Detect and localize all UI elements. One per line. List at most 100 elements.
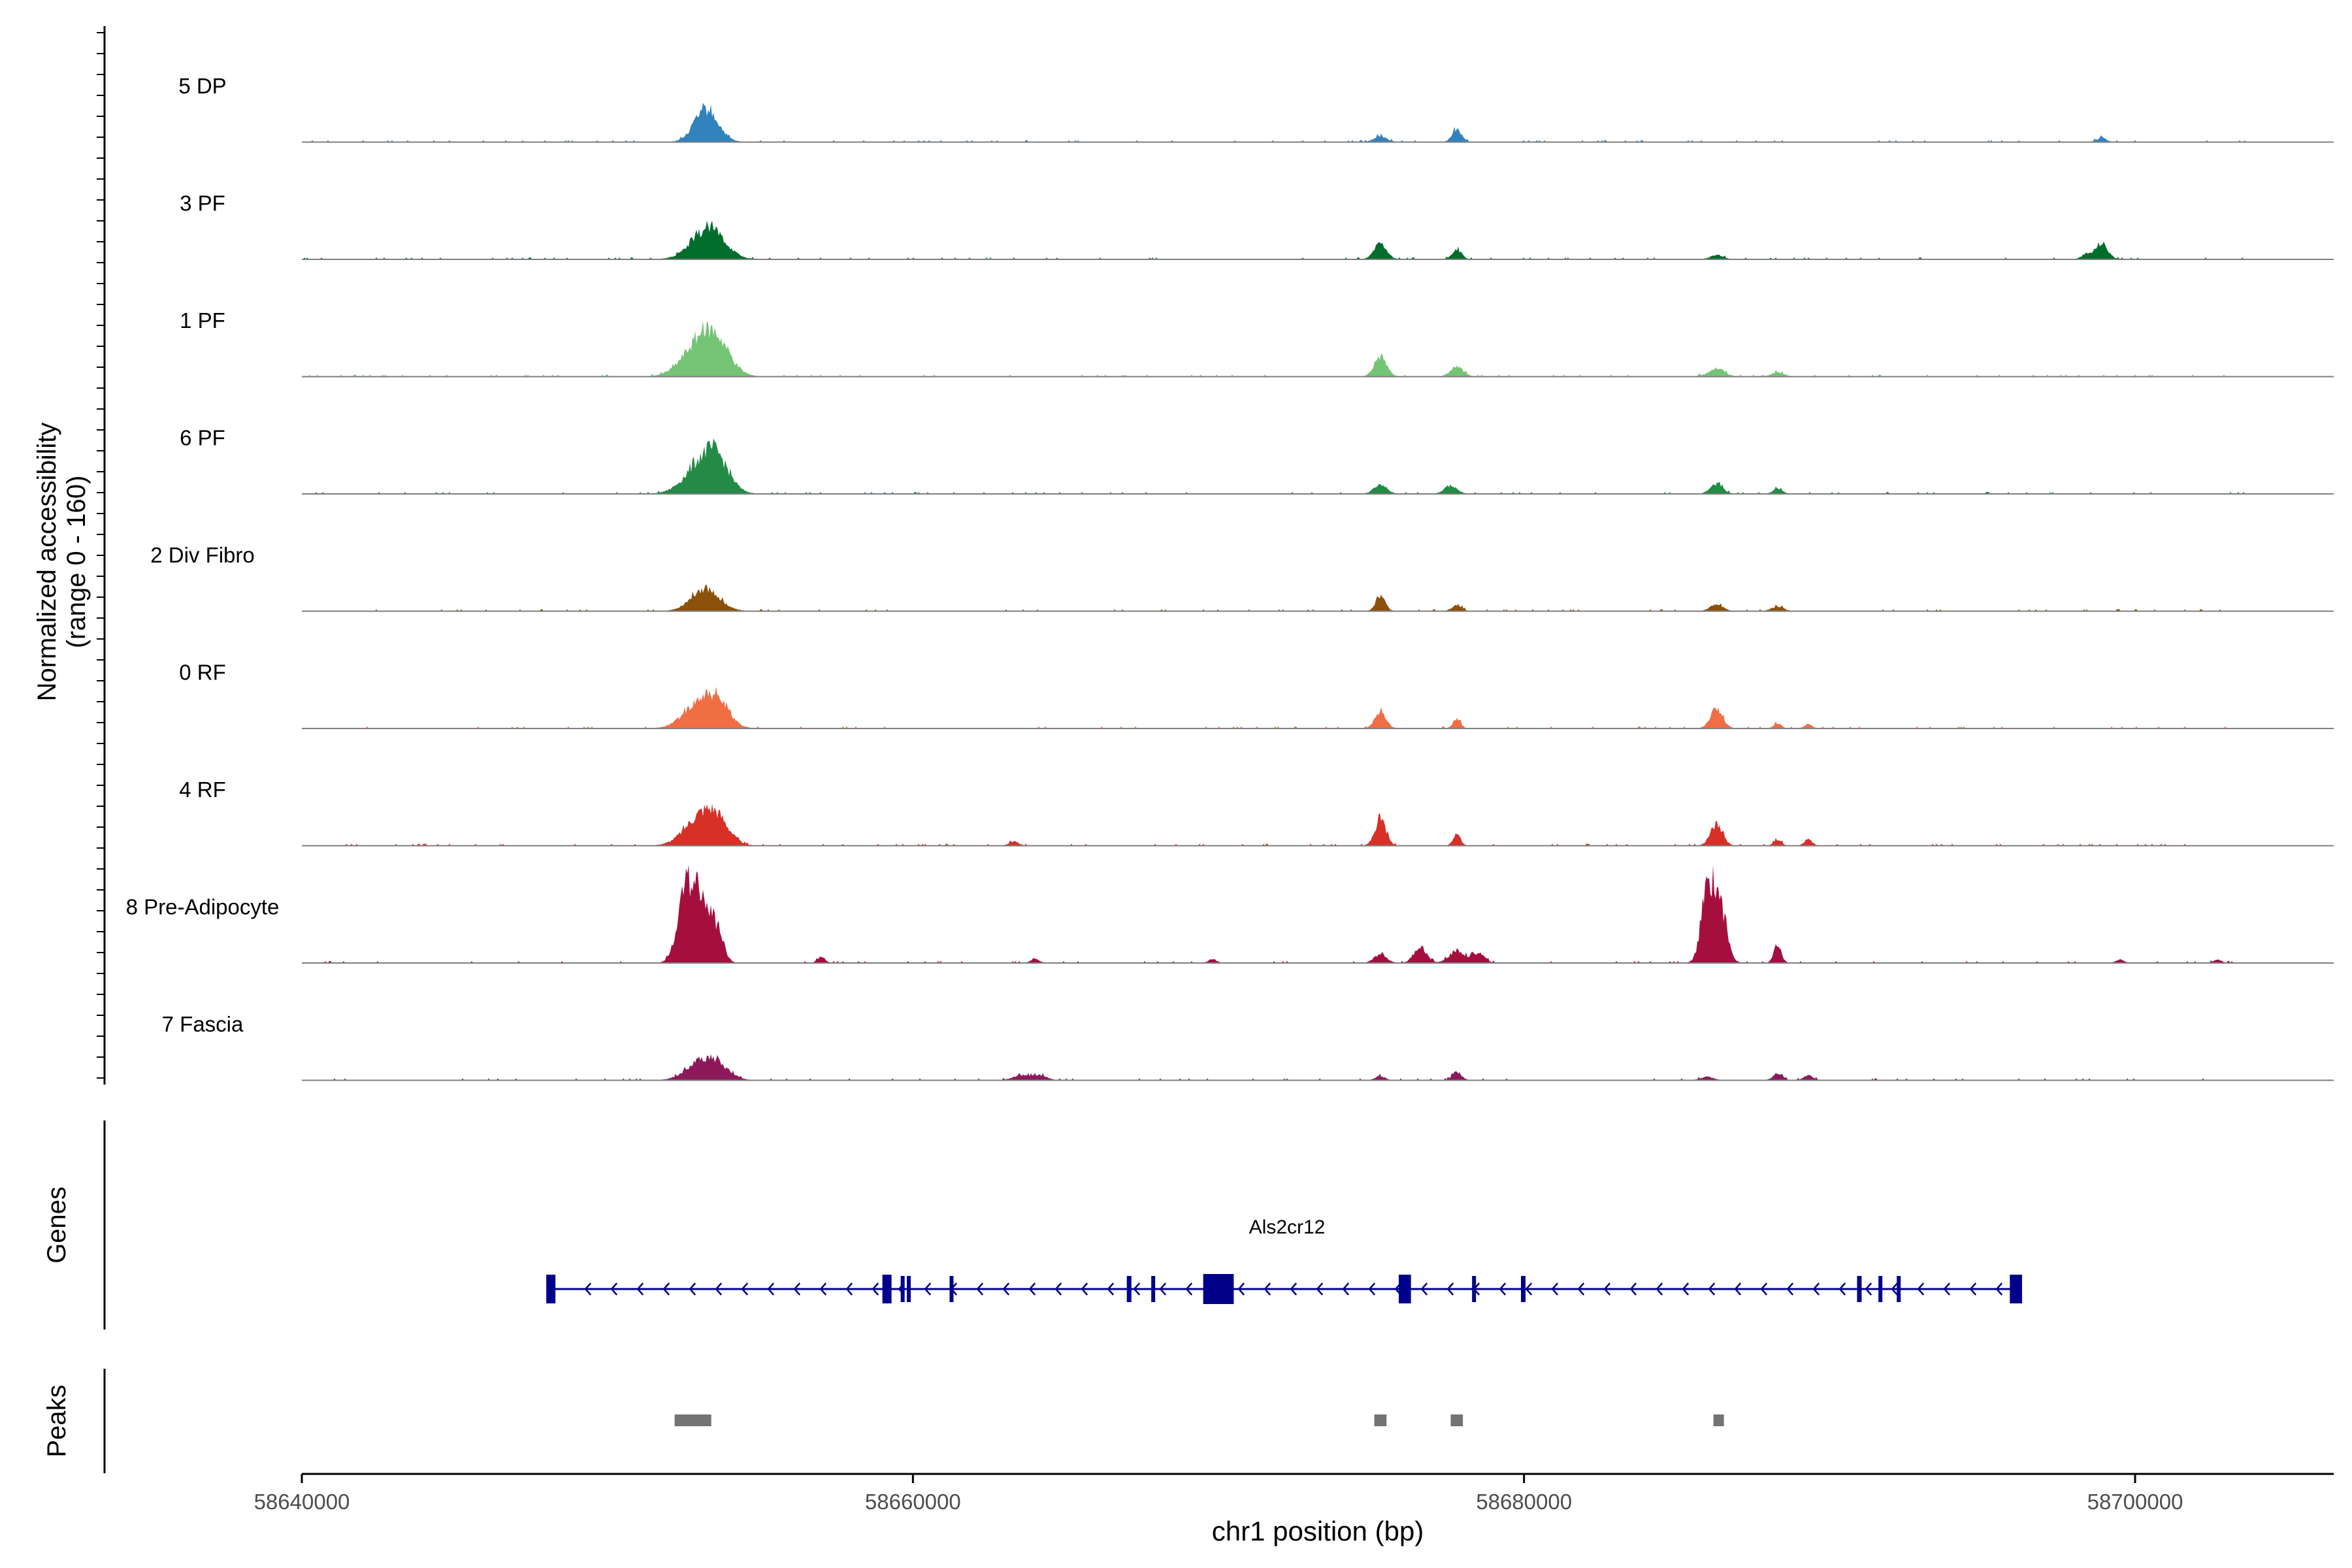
genes-panel: Genes Als2cr12 [42,1120,2022,1330]
gene-name-label: Als2cr12 [1249,1217,1326,1238]
coverage-track: 0 RF [179,661,2334,729]
coverage-track: 1 PF [180,308,2334,378]
strand-arrow [1002,1282,1010,1296]
track-label: 3 PF [180,191,225,216]
peak-region [1713,1414,1724,1426]
strand-arrow [924,1282,932,1296]
strand-arrow [1499,1282,1507,1296]
gene-exon [1151,1276,1156,1302]
gene-exon [2010,1275,2022,1303]
x-tick-label: 58680000 [1476,1490,1572,1514]
coverage-track: 3 PF [180,191,2334,260]
y-axis-label-line1: Normalized accessibility [33,423,61,702]
strand-arrow [976,1282,984,1296]
strand-arrow [1054,1282,1062,1296]
coverage-track: 6 PF [180,426,2334,495]
coverage-track: 2 Div Fibro [150,543,2334,612]
strand-arrow [1682,1282,1690,1296]
strand-arrow [1812,1282,1820,1296]
strand-arrow [1133,1282,1141,1296]
gene-exon [1878,1276,1883,1302]
strand-arrow [793,1282,801,1296]
track-label: 6 PF [180,426,225,450]
gene-exon [1857,1276,1862,1302]
gene-exon [1126,1276,1132,1302]
peak-region [1450,1414,1463,1426]
gene-exon [546,1275,556,1303]
track-label: 5 DP [178,74,226,98]
x-axis-label: chr1 position (bp) [1212,1516,1424,1546]
strand-arrow [1290,1282,1298,1296]
strand-arrow [1969,1282,1977,1296]
peaks-panel: Peaks [42,1369,1724,1473]
strand-arrow [1734,1282,1742,1296]
strand-arrow [1865,1282,1872,1296]
x-tick-label: 58640000 [254,1490,350,1514]
strand-arrow [1185,1282,1193,1296]
strand-arrow [662,1282,670,1296]
strand-arrow [1237,1282,1245,1296]
y-axis-label-line2: (range 0 - 160) [62,476,91,649]
coverage-track: 5 DP [178,74,2334,143]
track-label: 4 RF [179,777,226,802]
strand-arrow [741,1282,749,1296]
strand-arrow [1028,1282,1036,1296]
strand-arrow [1316,1282,1324,1296]
strand-arrow [1917,1282,1925,1296]
strand-arrow [1446,1282,1454,1296]
strand-arrow [1629,1282,1637,1296]
coverage-area [302,1054,2247,1081]
gene-exon [1398,1275,1411,1303]
track-label: 0 RF [179,661,226,685]
strand-arrow [872,1282,879,1296]
y-axis: Normalized accessibility (range 0 - 160) [33,26,106,1085]
strand-arrow [584,1282,592,1296]
gene-exon [882,1275,892,1303]
strand-arrow [1760,1282,1768,1296]
strand-arrow [715,1282,723,1296]
coverage-tracks: 5 DP 3 PF 1 PF 6 PF 2 Div Fibro 0 RF 4 RF 8 Pre… [126,74,2334,1081]
coverage-track: 7 Fascia [162,1012,2334,1081]
coverage-area [302,804,2247,846]
strand-arrow [767,1282,775,1296]
genes-label: Genes [42,1186,71,1264]
gene-exon [1203,1274,1234,1304]
strand-arrow [819,1282,827,1296]
gene-model [546,1274,2022,1304]
peak-region [674,1414,711,1426]
strand-arrow [636,1282,644,1296]
strand-arrow [1995,1282,2003,1296]
strand-arrow [1264,1282,1271,1296]
strand-arrow [1107,1282,1115,1296]
x-tick-label: 58700000 [2087,1490,2183,1514]
peaks-label: Peaks [42,1384,71,1457]
strand-arrow [1943,1282,1951,1296]
peak-region [1374,1414,1387,1426]
strand-arrow [1420,1282,1428,1296]
track-label: 2 Div Fibro [150,543,255,567]
x-tick-label: 58660000 [865,1490,961,1514]
strand-arrow [1368,1282,1376,1296]
gene-exon [949,1276,954,1302]
strand-arrow [1525,1282,1533,1296]
gene-exon [900,1276,905,1302]
strand-arrow [1551,1282,1559,1296]
strand-arrow [1577,1282,1585,1296]
coverage-area [302,865,2247,963]
strand-arrow [1786,1282,1794,1296]
gene-exon [1472,1276,1477,1302]
strand-arrow [1708,1282,1716,1296]
strand-arrow [1159,1282,1167,1296]
strand-arrow [1891,1282,1899,1296]
x-axis: 58640000 58660000 58680000 58700000 chr1 po… [254,1473,2334,1546]
coverage-area [302,220,2247,259]
gene-exon [1897,1276,1901,1302]
strand-arrow [1081,1282,1088,1296]
gene-exon [906,1276,911,1302]
coverage-track: 8 Pre-Adipocyte [126,865,2334,964]
strand-arrow [689,1282,696,1296]
strand-arrow [1603,1282,1611,1296]
strand-arrow [1342,1282,1350,1296]
track-label: 7 Fascia [162,1012,244,1036]
